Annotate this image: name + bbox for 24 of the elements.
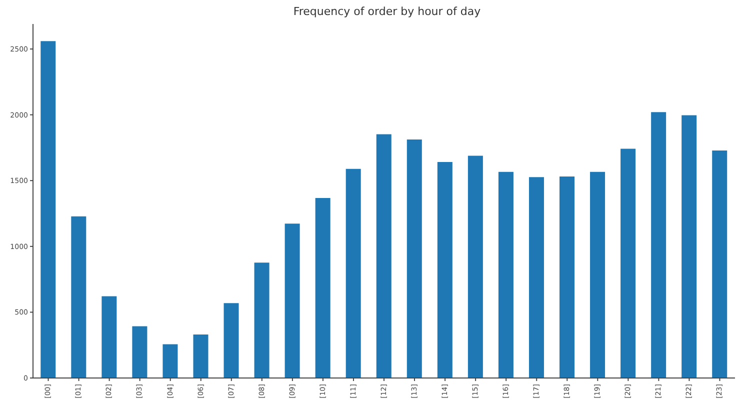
bar [712, 150, 728, 378]
bar [132, 326, 148, 378]
bar [346, 168, 361, 378]
bar [254, 262, 270, 378]
bar [224, 303, 239, 378]
bar [590, 172, 606, 378]
bar [682, 115, 697, 378]
bar [376, 134, 392, 378]
bar [560, 176, 574, 378]
chart-title: Frequency of order by hour of day [292, 5, 482, 18]
bar [71, 216, 86, 378]
bar [162, 344, 178, 378]
bar [468, 156, 483, 378]
bar [102, 296, 117, 378]
bar [315, 198, 330, 378]
bar [651, 112, 666, 378]
bar [284, 224, 300, 378]
bar [620, 148, 636, 378]
bar [193, 334, 208, 378]
bar [437, 162, 452, 378]
bar [40, 41, 56, 378]
bar [498, 172, 514, 378]
bar [528, 177, 544, 378]
bar [406, 140, 422, 378]
